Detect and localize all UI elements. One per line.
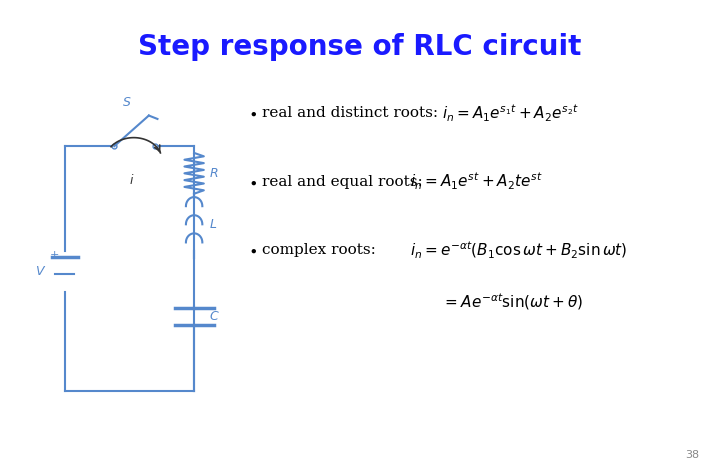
Text: Step response of RLC circuit: Step response of RLC circuit bbox=[138, 33, 581, 61]
Text: complex roots:: complex roots: bbox=[262, 243, 376, 257]
Text: $= A e^{-\alpha t} \sin(\omega t + \theta)$: $= A e^{-\alpha t} \sin(\omega t + \thet… bbox=[442, 292, 583, 312]
Text: $i_n = e^{-\alpha t}(B_1 \cos\omega t + B_2 \sin\omega t)$: $i_n = e^{-\alpha t}(B_1 \cos\omega t + … bbox=[410, 240, 628, 261]
Text: real and distinct roots:: real and distinct roots: bbox=[262, 106, 439, 120]
Text: $C$: $C$ bbox=[209, 310, 220, 322]
Text: $\bullet$: $\bullet$ bbox=[248, 174, 257, 189]
Text: $i$: $i$ bbox=[129, 172, 134, 186]
Text: $i_n = A_1 e^{st} + A_2 t e^{st}$: $i_n = A_1 e^{st} + A_2 t e^{st}$ bbox=[410, 171, 543, 193]
Text: $\bullet$: $\bullet$ bbox=[248, 106, 257, 121]
Text: $L$: $L$ bbox=[209, 218, 217, 231]
Text: real and equal roots:: real and equal roots: bbox=[262, 175, 423, 189]
Text: $R$: $R$ bbox=[209, 167, 219, 180]
Text: S: S bbox=[124, 96, 131, 109]
Text: 38: 38 bbox=[684, 450, 699, 460]
Text: $\bullet$: $\bullet$ bbox=[248, 243, 257, 258]
Text: $i_n = A_1 e^{s_1 t} + A_2 e^{s_2 t}$: $i_n = A_1 e^{s_1 t} + A_2 e^{s_2 t}$ bbox=[442, 102, 579, 124]
Text: $+$: $+$ bbox=[49, 249, 59, 261]
Text: $V$: $V$ bbox=[35, 265, 47, 278]
